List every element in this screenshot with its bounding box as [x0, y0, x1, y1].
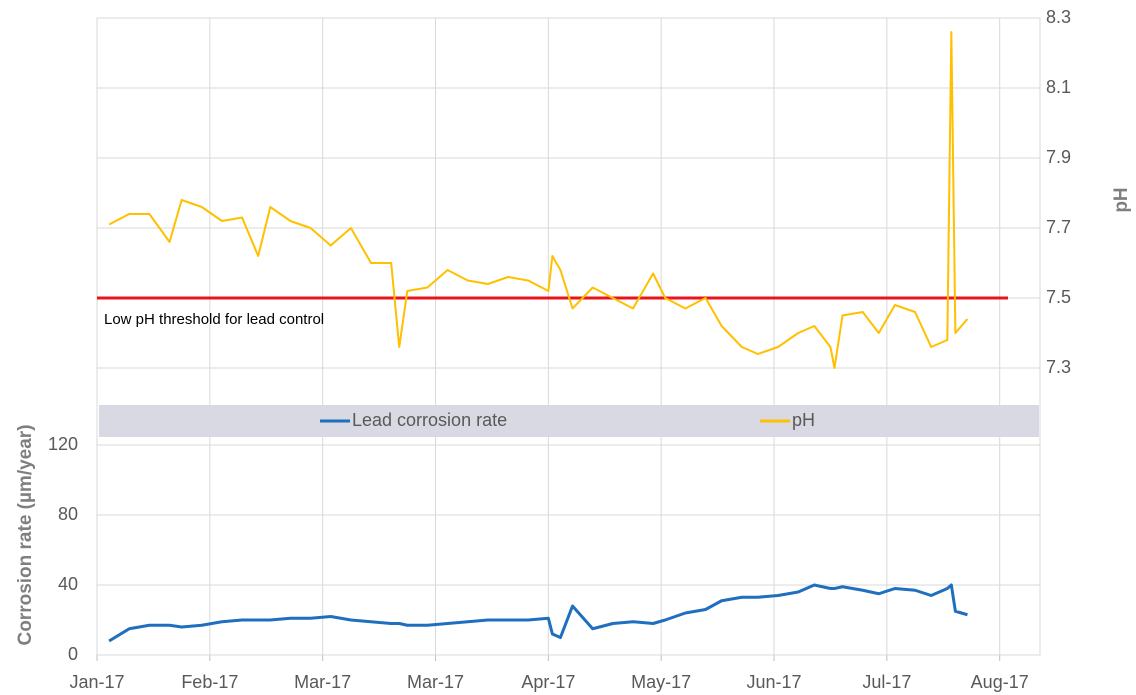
legend-background — [99, 405, 1039, 437]
y-tick-label: 0 — [68, 644, 78, 664]
y-tick-label: 40 — [58, 574, 78, 594]
y-tick-label: 120 — [48, 434, 78, 454]
x-tick-label: Feb-17 — [181, 672, 238, 692]
x-tick-label: Mar-17 — [294, 672, 351, 692]
legend-label: pH — [792, 410, 815, 430]
threshold-label: Low pH threshold for lead control — [104, 311, 324, 328]
x-tick-label: Apr-17 — [521, 672, 575, 692]
x-tick-label: May-17 — [631, 672, 691, 692]
series-line — [108, 583, 968, 643]
x-tick-label: Jan-17 — [69, 672, 124, 692]
y2-tick-label: 7.9 — [1046, 147, 1071, 167]
x-tick-label: Mar-17 — [407, 672, 464, 692]
y2-tick-label: 8.1 — [1046, 77, 1071, 97]
y2-tick-label: 7.7 — [1046, 217, 1071, 237]
y2-axis-label: pH — [1111, 187, 1132, 212]
y2-tick-label: 8.3 — [1046, 7, 1071, 27]
legend-label: Lead corrosion rate — [352, 410, 507, 430]
series-line — [108, 31, 969, 369]
x-tick-label: Aug-17 — [971, 672, 1029, 692]
y-tick-label: 80 — [58, 504, 78, 524]
y2-tick-label: 7.5 — [1046, 287, 1071, 307]
plot-frame — [96, 17, 1041, 656]
y-axis-label: Corrosion rate (µm/year) — [15, 424, 36, 645]
y2-tick-label: 7.3 — [1046, 357, 1071, 377]
x-tick-label: Jul-17 — [862, 672, 911, 692]
x-tick-label: Jun-17 — [747, 672, 802, 692]
